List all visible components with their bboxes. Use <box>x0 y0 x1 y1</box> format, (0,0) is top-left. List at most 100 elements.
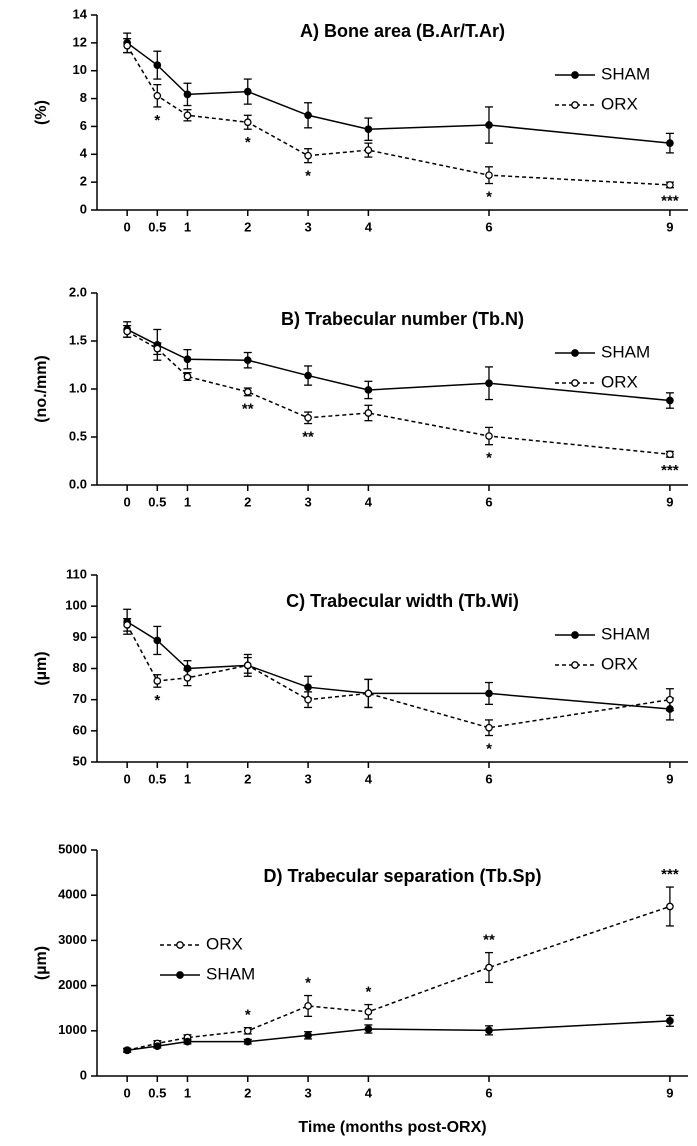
x-tick-label: 9 <box>666 771 673 786</box>
point <box>183 673 192 682</box>
x-tick-label: 0 <box>124 494 131 509</box>
series-line <box>126 328 670 402</box>
y-tick-label: 80 <box>73 660 87 675</box>
legend-label: ORX <box>601 654 638 673</box>
legend-label: SHAM <box>206 964 255 983</box>
point <box>304 371 312 380</box>
x-tick-label: 6 <box>485 219 492 234</box>
point <box>153 91 162 100</box>
point <box>485 963 493 972</box>
x-tick-label: 4 <box>365 219 373 234</box>
x-tick-label: 2 <box>244 1085 251 1100</box>
x-tick-label: 6 <box>485 1085 492 1100</box>
point <box>666 139 674 147</box>
x-tick-label: 0.5 <box>148 1085 166 1100</box>
x-tick-label: 1 <box>184 219 191 234</box>
point <box>364 125 373 134</box>
point <box>304 1002 312 1010</box>
significance: * <box>305 975 311 992</box>
series-line <box>126 45 670 186</box>
x-tick-label: 0 <box>124 219 131 234</box>
legend-marker <box>571 661 579 669</box>
x-tick-label: 0 <box>124 771 131 786</box>
x-tick-label: 6 <box>485 494 492 509</box>
point <box>666 181 674 189</box>
legend-label: SHAM <box>601 342 650 361</box>
point <box>183 372 192 381</box>
x-tick-label: 3 <box>304 1085 311 1100</box>
y-axis-label: (µm) <box>33 946 50 980</box>
significance: ** <box>302 429 314 446</box>
y-tick-label: 50 <box>73 753 87 768</box>
point <box>364 409 373 417</box>
significance: * <box>305 168 311 185</box>
point <box>485 723 493 732</box>
x-tick-label: 2 <box>244 219 251 234</box>
point <box>485 121 493 129</box>
x-tick-label: 0.5 <box>148 494 166 509</box>
y-tick-label: 0.5 <box>69 428 87 443</box>
point <box>153 344 162 353</box>
x-tick-label: 1 <box>184 1085 191 1100</box>
y-axis-label: (µm) <box>33 651 50 685</box>
point <box>364 1025 373 1033</box>
legend-marker <box>571 71 579 79</box>
point <box>485 1026 493 1035</box>
legend-label: ORX <box>601 372 638 391</box>
x-tick-label: 3 <box>304 494 311 509</box>
series-line <box>126 905 671 1051</box>
significance: * <box>154 692 160 709</box>
x-tick-label: 3 <box>304 219 311 234</box>
legend-label: ORX <box>601 94 638 113</box>
point <box>243 1026 252 1035</box>
series-line <box>126 42 670 144</box>
x-axis-label: Time (months post-ORX) <box>298 1119 486 1136</box>
chart-title: B) Trabecular number (Tb.N) <box>281 309 524 329</box>
significance: * <box>245 1007 251 1024</box>
point <box>666 1017 674 1025</box>
significance: ** <box>242 401 254 418</box>
y-tick-label: 10 <box>73 62 87 77</box>
y-tick-label: 4 <box>80 146 88 161</box>
y-tick-label: 1000 <box>58 1022 87 1037</box>
y-tick-label: 1.5 <box>69 332 87 347</box>
point <box>304 413 312 422</box>
x-tick-label: 0 <box>124 1085 131 1100</box>
y-tick-label: 2.0 <box>69 284 87 299</box>
x-tick-label: 3 <box>304 771 311 786</box>
significance: *** <box>661 193 679 210</box>
point <box>243 118 252 127</box>
point <box>243 661 252 670</box>
significance: * <box>486 189 492 206</box>
y-axis-label: (%) <box>33 100 50 125</box>
point <box>123 41 132 50</box>
point <box>153 61 162 69</box>
point <box>304 151 312 160</box>
point <box>304 1031 312 1040</box>
significance: *** <box>661 462 679 479</box>
legend-marker <box>571 379 579 387</box>
point <box>243 87 252 96</box>
point <box>666 695 674 704</box>
x-tick-label: 4 <box>365 494 373 509</box>
point <box>243 388 252 396</box>
y-tick-label: 60 <box>73 722 87 737</box>
x-tick-label: 2 <box>244 771 251 786</box>
x-tick-label: 2 <box>244 494 251 509</box>
legend-marker <box>571 101 579 109</box>
x-tick-label: 1 <box>184 771 191 786</box>
y-tick-label: 0 <box>80 201 87 216</box>
y-tick-label: 5000 <box>58 841 87 856</box>
x-tick-label: 6 <box>485 771 492 786</box>
x-tick-label: 0.5 <box>148 771 166 786</box>
point <box>485 379 493 388</box>
significance: * <box>154 112 160 129</box>
legend-label: ORX <box>206 934 243 953</box>
legend-marker <box>571 349 579 357</box>
point <box>123 621 132 629</box>
y-tick-label: 0 <box>80 1067 87 1082</box>
point <box>153 1042 162 1051</box>
significance: * <box>486 740 492 757</box>
y-tick-label: 2 <box>80 174 87 189</box>
point <box>364 146 373 154</box>
